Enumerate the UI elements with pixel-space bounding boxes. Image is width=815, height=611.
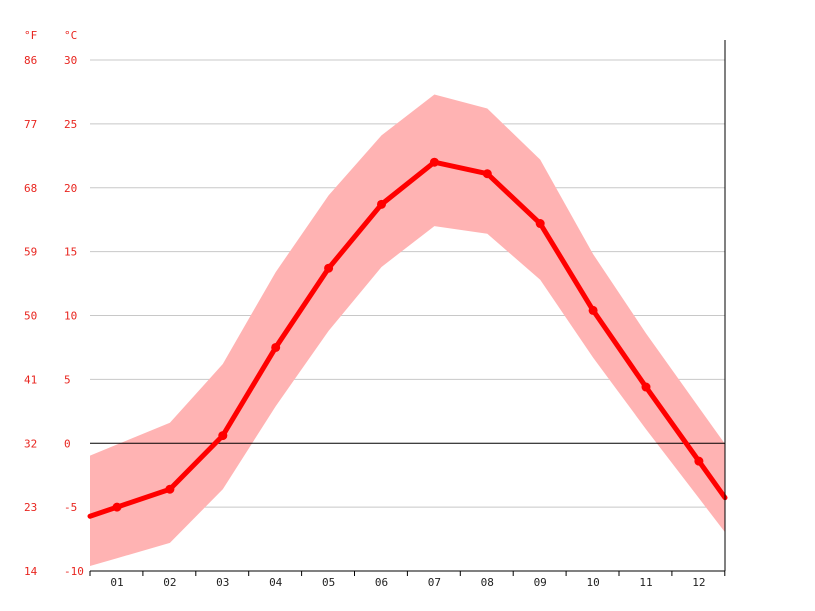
- temperature-range-band: [90, 94, 725, 567]
- y-tick-label-fahrenheit: 77: [24, 118, 37, 131]
- data-point: [165, 484, 175, 494]
- data-point: [641, 382, 651, 392]
- x-tick-label: 09: [534, 576, 547, 589]
- y-tick-label-celsius: 0: [64, 437, 71, 450]
- x-tick-label: 11: [639, 576, 652, 589]
- y-tick-label-celsius: 25: [64, 118, 77, 131]
- x-tick-label: 08: [481, 576, 494, 589]
- y-tick-label-celsius: 10: [64, 310, 77, 323]
- y-tick-label-fahrenheit: 59: [24, 246, 37, 259]
- x-tick-label: 01: [110, 576, 123, 589]
- x-tick-label: 02: [163, 576, 176, 589]
- y-tick-label-fahrenheit: 50: [24, 310, 37, 323]
- y-tick-label-fahrenheit: 32: [24, 437, 37, 450]
- x-tick-label: 05: [322, 576, 335, 589]
- y-tick-label-fahrenheit: 86: [24, 54, 37, 67]
- y-tick-label-fahrenheit: 23: [24, 501, 37, 514]
- data-point: [377, 199, 386, 209]
- y-tick-label-celsius: 30: [64, 54, 77, 67]
- unit-label-fahrenheit: °F: [24, 29, 37, 42]
- data-point: [694, 456, 704, 466]
- x-tick-label: 12: [692, 576, 705, 589]
- data-point: [271, 342, 281, 352]
- y-tick-label-fahrenheit: 14: [24, 565, 38, 578]
- y-axis-labels: 14 -10 23 -5 32 0 41 5 50 10 59 15 68 20 77 25 86 30: [24, 54, 84, 578]
- unit-label-celsius: °C: [64, 29, 77, 42]
- data-point: [218, 431, 228, 441]
- y-tick-label-fahrenheit: 68: [24, 182, 37, 195]
- data-point: [324, 263, 334, 273]
- data-points: [112, 157, 704, 512]
- y-tick-label-celsius: 15: [64, 246, 77, 259]
- data-point: [535, 219, 545, 229]
- data-point: [429, 157, 439, 167]
- x-tick-label: 03: [216, 576, 229, 589]
- data-point: [588, 305, 598, 315]
- x-axis-ticks: 01 02 03 04 05 06 07 08 09 10 11 12: [89, 571, 726, 589]
- average-temperature-line: [87, 159, 728, 519]
- y-tick-label-celsius: -10: [64, 565, 84, 578]
- x-tick-label: 06: [375, 576, 388, 589]
- data-point: [482, 169, 492, 179]
- y-tick-label-celsius: 20: [64, 182, 77, 195]
- data-point: [112, 502, 122, 512]
- x-tick-label: 04: [269, 576, 283, 589]
- x-tick-label: 10: [586, 576, 599, 589]
- x-tick-label: 07: [428, 576, 441, 589]
- y-tick-label-fahrenheit: 41: [24, 373, 37, 386]
- y-tick-label-celsius: -5: [64, 501, 77, 514]
- y-tick-label-celsius: 5: [64, 373, 71, 386]
